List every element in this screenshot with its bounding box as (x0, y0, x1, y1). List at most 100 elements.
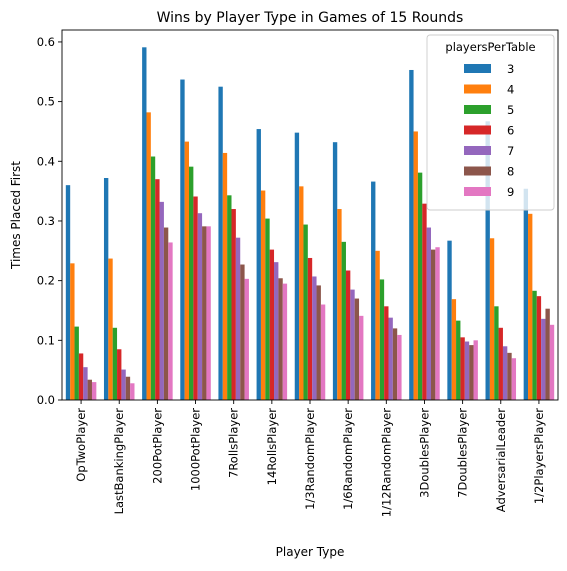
bar-14RollsPlayer-9 (282, 283, 288, 400)
bar-1-12RandomPlayer-8 (392, 328, 398, 400)
bar-OpTwoPlayer-8 (87, 379, 92, 400)
bar-1-6RandomPlayer-9 (359, 315, 364, 400)
bar-1-2PlayersPlayer-9 (549, 324, 555, 400)
bar-7DoublesPlayer-5 (456, 320, 461, 400)
bar-1-3RandomPlayer-3 (294, 132, 300, 400)
y-tick-label: 0.2 (37, 274, 55, 288)
legend-swatch-6 (464, 125, 491, 135)
bar-1-12RandomPlayer-3 (371, 181, 376, 400)
x-tick-label: 3DoublesPlayer (417, 408, 431, 498)
bar-LastBankingPlayer-7 (121, 369, 126, 400)
bar-OpTwoPlayer-5 (74, 326, 79, 400)
bar-1-3RandomPlayer-4 (299, 186, 304, 400)
bars-group (65, 47, 555, 401)
x-tick-label: LastBankingPlayer (112, 408, 126, 515)
chart-title: Wins by Player Type in Games of 15 Round… (157, 10, 464, 26)
legend-box (426, 34, 555, 211)
bar-1000PotPlayer-8 (202, 226, 207, 400)
plot-frame (61, 29, 559, 401)
bar-14RollsPlayer-6 (269, 249, 275, 400)
bar-1-3RandomPlayer-7 (312, 276, 317, 400)
bar-OpTwoPlayer-6 (78, 353, 84, 400)
bar-AdversarialLeader-6 (498, 327, 503, 400)
y-tick-label: 0.6 (37, 35, 55, 49)
bar-200PotPlayer-6 (155, 179, 160, 400)
bar-1-6RandomPlayer-3 (332, 142, 338, 400)
bar-AdversarialLeader-5 (494, 306, 499, 400)
bar-1-2PlayersPlayer-3 (523, 188, 529, 400)
bar-1-2PlayersPlayer-6 (536, 296, 542, 400)
y-tick-label: 0.1 (37, 333, 55, 347)
x-axis-title: Player Type (276, 545, 345, 559)
bar-200PotPlayer-3 (142, 47, 147, 401)
bar-AdversarialLeader-7 (502, 346, 508, 400)
y-tick-label: 0.4 (37, 154, 55, 168)
x-tick-label: 1/2PlayersPlayer (532, 408, 546, 504)
bar-1-2PlayersPlayer-8 (545, 308, 550, 400)
bar-1-12RandomPlayer-6 (384, 306, 389, 400)
legend-swatch-9 (464, 187, 491, 196)
bar-14RollsPlayer-4 (260, 190, 266, 400)
bar-1000PotPlayer-5 (189, 166, 194, 400)
bar-200PotPlayer-4 (146, 112, 151, 400)
bar-7RollsPlayer-8 (240, 264, 245, 400)
legend-label-3: 3 (507, 62, 514, 76)
bar-LastBankingPlayer-4 (108, 258, 113, 400)
legend-label-4: 4 (507, 83, 514, 97)
bar-OpTwoPlayer-4 (70, 263, 75, 400)
x-tick-label: 1000PotPlayer (189, 408, 203, 491)
x-axis: OpTwoPlayer LastBankingPlayer 200PotPlayer… (74, 400, 546, 517)
legend-label-7: 7 (507, 144, 514, 158)
legend-swatch-7 (464, 146, 491, 155)
bar-7RollsPlayer-5 (227, 195, 232, 400)
bar-1-6RandomPlayer-5 (341, 241, 346, 400)
bar-1-3RandomPlayer-6 (307, 257, 313, 400)
bar-7RollsPlayer-3 (218, 86, 223, 400)
bar-1-6RandomPlayer-4 (337, 209, 342, 400)
bar-LastBankingPlayer-3 (103, 178, 109, 400)
y-axis: 0.0 0.1 0.2 0.3 0.4 0.5 0.6 (37, 35, 62, 407)
bar-3DoublesPlayer-9 (435, 247, 440, 400)
x-tick-label: 1/6RandomPlayer (341, 408, 355, 510)
x-tick-label: 1/3RandomPlayer (303, 408, 317, 510)
x-tick-label: 14RollsPlayer (265, 408, 279, 486)
legend-label-5: 5 (507, 103, 514, 117)
bar-AdversarialLeader-3 (485, 121, 490, 400)
legend-swatch-4 (464, 84, 491, 94)
bar-AdversarialLeader-4 (489, 238, 495, 400)
bar-AdversarialLeader-9 (511, 358, 517, 400)
bar-1-12RandomPlayer-7 (388, 317, 393, 400)
bar-AdversarialLeader-8 (507, 352, 512, 400)
legend-label-9: 9 (507, 185, 514, 199)
x-tick-label: 1/12RandomPlayer (379, 408, 393, 517)
bar-1-12RandomPlayer-4 (375, 250, 380, 400)
bar-1000PotPlayer-9 (206, 226, 211, 400)
legend-swatch-3 (464, 64, 491, 73)
bar-LastBankingPlayer-5 (112, 327, 118, 400)
bar-3DoublesPlayer-3 (409, 69, 414, 400)
y-tick-label: 0.3 (37, 214, 55, 228)
legend-swatch-5 (464, 105, 491, 114)
bar-200PotPlayer-9 (168, 242, 173, 400)
y-axis-title: Times Placed First (9, 161, 23, 270)
legend-label-6: 6 (507, 124, 514, 138)
bar-1-2PlayersPlayer-7 (541, 318, 546, 400)
bar-1-12RandomPlayer-9 (397, 334, 402, 400)
x-tick-label: OpTwoPlayer (74, 408, 88, 482)
bar-14RollsPlayer-5 (265, 218, 270, 400)
bar-3DoublesPlayer-8 (431, 249, 436, 400)
bar-1000PotPlayer-7 (197, 213, 203, 400)
x-tick-label: 7RollsPlayer (227, 408, 241, 478)
bar-7DoublesPlayer-8 (469, 345, 474, 400)
bar-7RollsPlayer-4 (222, 152, 228, 400)
bar-1-2PlayersPlayer-4 (528, 213, 533, 400)
bar-7DoublesPlayer-3 (447, 240, 452, 400)
bar-14RollsPlayer-3 (256, 129, 261, 400)
y-tick-label: 0.0 (37, 393, 55, 407)
bar-1-6RandomPlayer-7 (350, 289, 355, 400)
bar-OpTwoPlayer-3 (65, 185, 71, 400)
bar-LastBankingPlayer-9 (130, 383, 135, 400)
bar-7DoublesPlayer-4 (451, 299, 457, 400)
legend-swatch-8 (464, 166, 491, 176)
